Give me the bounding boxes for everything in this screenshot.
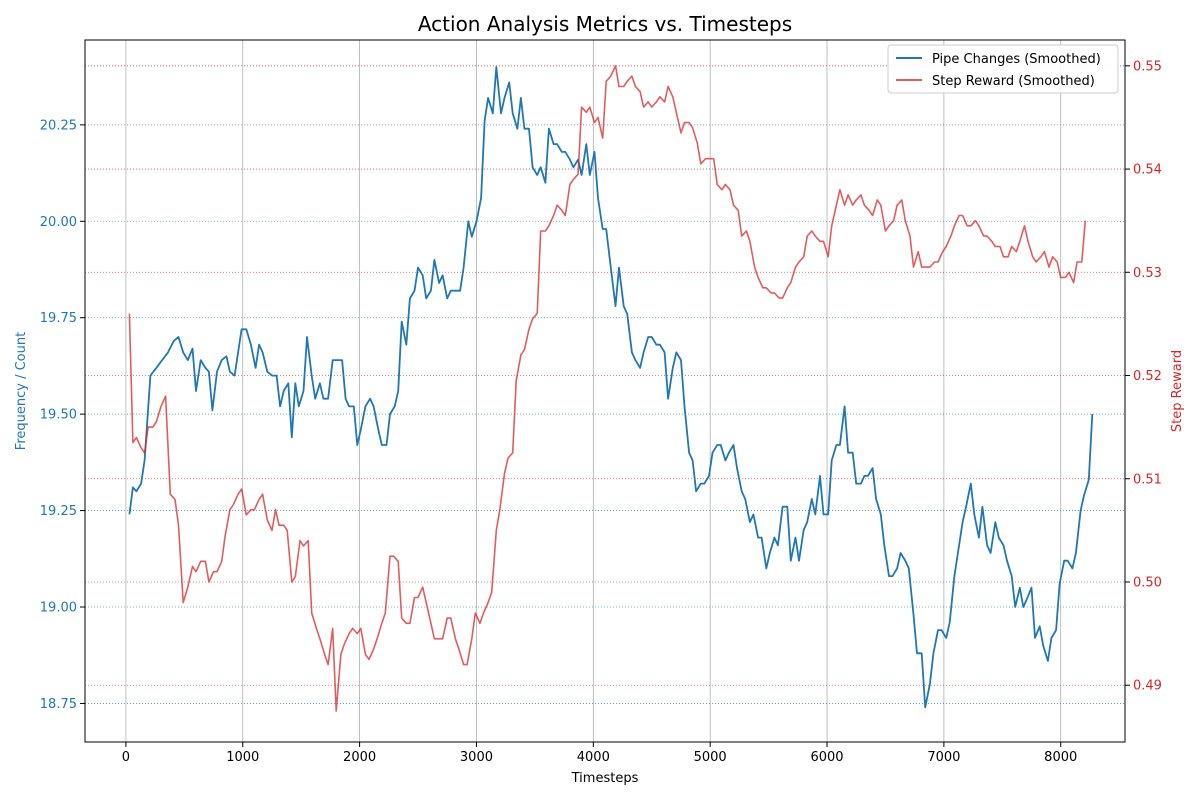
- y-left-tick-label: 19.25: [40, 504, 77, 519]
- ticks-layer: 0 1000 2000 3000 4000 5000 6000 7000 8000 18.75 19…: [40, 59, 1162, 765]
- legend-box: [887, 44, 1119, 94]
- lines-layer: [128, 65, 1094, 712]
- y-right-tick-label: 0.49: [1133, 679, 1162, 694]
- x-tick-label: 8000: [1044, 750, 1077, 765]
- series-line-step-reward: [128, 65, 1087, 712]
- x-tick-label: 4000: [577, 750, 610, 765]
- y-right-tick-label: 0.51: [1133, 472, 1162, 487]
- x-tick-label: 2000: [343, 750, 376, 765]
- chart-title: Action Analysis Metrics vs. Timesteps: [418, 12, 792, 36]
- x-tick-label: 6000: [810, 750, 843, 765]
- y-left-tick-label: 20.00: [40, 215, 77, 230]
- x-axis-label: Timesteps: [571, 771, 639, 786]
- x-tick-label: 3000: [460, 750, 493, 765]
- legend: Pipe Changes (Smoothed) Step Reward (Smo…: [887, 44, 1119, 94]
- y-axis-right-label: Step Reward: [1170, 350, 1185, 432]
- y-left-tick-label: 20.25: [40, 118, 77, 133]
- y-axis-left-label: Frequency / Count: [14, 332, 29, 450]
- y-right-tick-label: 0.54: [1133, 163, 1162, 178]
- y-left-tick-label: 19.00: [40, 601, 77, 616]
- y-left-tick-label: 19.75: [40, 311, 77, 326]
- x-tick-label: 7000: [927, 750, 960, 765]
- y-left-tick-label: 19.50: [40, 408, 77, 423]
- grid-layer: [85, 40, 1125, 742]
- y-right-tick-label: 0.55: [1133, 59, 1162, 74]
- x-tick-label: 1000: [226, 750, 259, 765]
- y-left-tick-label: 18.75: [40, 697, 77, 712]
- series-line-pipe-changes: [128, 66, 1094, 709]
- y-right-tick-label: 0.53: [1133, 266, 1162, 281]
- legend-label-pipe-changes: Pipe Changes (Smoothed): [932, 52, 1101, 67]
- y-right-tick-label: 0.50: [1133, 575, 1162, 590]
- x-tick-label: 5000: [694, 750, 727, 765]
- x-tick-label: 0: [122, 750, 130, 765]
- legend-label-step-reward: Step Reward (Smoothed): [932, 74, 1095, 89]
- plot-frame: [84, 39, 1126, 743]
- y-right-tick-label: 0.52: [1133, 369, 1162, 384]
